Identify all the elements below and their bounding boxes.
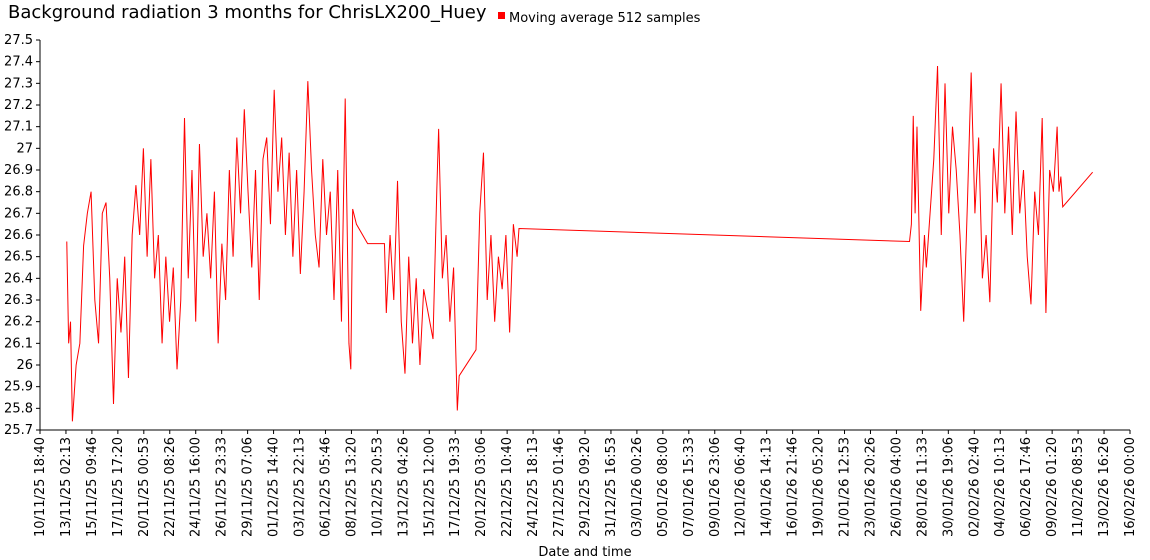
x-tick-label: 17/12/25 19:33 [448,437,463,537]
x-tick-label: 29/11/25 07:06 [241,437,256,537]
x-tick-label: 14/01/26 14:13 [760,437,775,537]
y-tick-label: 26.6 [4,228,33,243]
y-tick-label: 27.4 [4,55,33,70]
x-tick-label: 31/12/25 16:53 [604,437,619,537]
x-tick-label: 19/01/26 05:20 [812,437,827,537]
y-tick-label: 26.9 [4,163,33,178]
y-tick-label: 27.2 [4,98,33,113]
y-tick-label: 26 [16,358,33,373]
x-tick-label: 13/11/25 02:13 [59,437,74,537]
x-tick-label: 03/12/25 22:13 [293,437,308,537]
x-tick-label: 15/12/25 12:00 [422,437,437,537]
data-line [66,65,1094,422]
x-axis-label: Date and time [538,545,631,560]
x-tick-label: 13/12/25 04:26 [396,437,411,537]
y-tick-label: 26.8 [4,185,33,200]
x-tick-label: 16/02/26 00:00 [1123,437,1138,537]
y-tick-label: 26.1 [4,336,33,351]
x-tick-label: 15/11/25 09:46 [85,437,100,537]
legend-label: Moving average 512 samples [509,11,701,26]
x-tick-label: 28/01/26 11:33 [915,437,930,537]
x-tick-label: 12/01/26 06:40 [734,437,749,537]
x-tick-label: 07/01/26 15:33 [682,437,697,537]
x-tick-label: 10/11/25 18:40 [33,437,48,537]
x-tick-label: 24/12/25 18:13 [526,437,541,537]
y-tick-label: 26.3 [4,293,33,308]
x-tick-label: 20/11/25 00:53 [137,437,152,537]
y-tick-label: 27.1 [4,120,33,135]
y-tick-label: 25.8 [4,401,33,416]
x-tick-label: 01/12/25 14:40 [267,437,282,537]
chart-title: Background radiation 3 months for ChrisL… [8,2,487,23]
x-tick-label: 08/12/25 13:20 [344,437,359,537]
x-tick-label: 26/01/26 04:00 [889,437,904,537]
x-tick-label: 06/02/26 17:46 [1019,437,1034,537]
x-tick-label: 24/11/25 16:00 [189,437,204,537]
y-tick-label: 27 [16,141,33,156]
x-tick-label: 03/01/26 00:26 [630,437,645,537]
y-tick-label: 26.4 [4,271,33,286]
x-tick-label: 02/02/26 02:40 [967,437,982,537]
y-tick-label: 27.3 [4,76,33,91]
x-tick-label: 22/11/25 08:26 [163,437,178,537]
x-tick-label: 05/01/26 08:00 [656,437,671,537]
x-tick-label: 13/02/26 16:26 [1097,437,1112,537]
x-tick-label: 09/02/26 01:20 [1045,437,1060,537]
y-tick-label: 26.7 [4,206,33,221]
x-tick-label: 22/12/25 10:40 [500,437,515,537]
x-tick-label: 21/01/26 12:53 [838,437,853,537]
x-tick-label: 20/12/25 03:06 [474,437,489,537]
y-tick-label: 25.7 [4,423,33,438]
x-tick-label: 06/12/25 05:46 [318,437,333,537]
y-tick-label: 27.5 [4,33,33,48]
x-tick-label: 23/01/26 20:26 [863,437,878,537]
x-tick-label: 11/02/26 08:53 [1071,437,1086,537]
x-tick-label: 16/01/26 21:46 [786,437,801,537]
x-tick-label: 17/11/25 17:20 [111,437,126,537]
x-tick-label: 30/01/26 19:06 [941,437,956,537]
x-tick-label: 26/11/25 23:33 [215,437,230,537]
x-tick-label: 10/12/25 20:53 [370,437,385,537]
x-tick-label: 27/12/25 01:46 [552,437,567,537]
x-tick-label: 29/12/25 09:20 [578,437,593,537]
x-tick-label: 09/01/26 23:06 [708,437,723,537]
legend-swatch [498,12,505,19]
y-tick-label: 26.5 [4,250,33,265]
x-tick-label: 04/02/26 10:13 [993,437,1008,537]
y-tick-label: 25.9 [4,380,33,395]
y-tick-label: 26.2 [4,315,33,330]
